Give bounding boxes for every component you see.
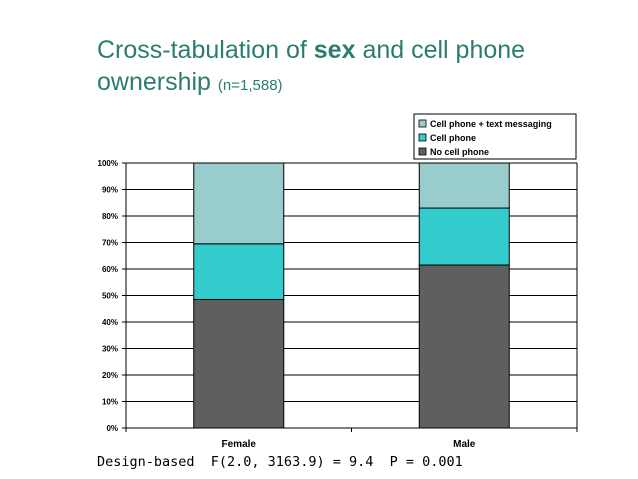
title-part1: Cross-tabulation of bbox=[97, 36, 314, 64]
y-tick-label: 80% bbox=[102, 212, 118, 221]
legend-swatch bbox=[418, 147, 427, 156]
legend-label: Cell phone bbox=[430, 133, 476, 143]
bar-segment bbox=[418, 264, 510, 429]
legend bbox=[413, 113, 577, 160]
x-tick-label: Male bbox=[453, 439, 476, 450]
y-tick-label: 40% bbox=[102, 318, 118, 327]
title-part2: and cell phone bbox=[355, 36, 526, 64]
y-tick-label: 0% bbox=[106, 424, 118, 433]
bar-segment bbox=[418, 207, 510, 266]
test-statistic-footer: Design-based F(2.0, 3163.9) = 9.4 P = 0.… bbox=[97, 454, 463, 470]
y-tick-label: 90% bbox=[102, 186, 118, 195]
y-tick-label: 50% bbox=[102, 292, 118, 301]
x-tick-label: Female bbox=[222, 439, 257, 450]
y-tick-label: 100% bbox=[98, 159, 118, 168]
bar-segment bbox=[193, 243, 285, 300]
y-tick-label: 60% bbox=[102, 265, 118, 274]
legend-label: Cell phone + text messaging bbox=[430, 119, 552, 129]
y-tick-label: 30% bbox=[102, 345, 118, 354]
title-bold: sex bbox=[313, 36, 356, 64]
legend-label: No cell phone bbox=[430, 147, 489, 157]
bar-segment bbox=[193, 162, 285, 245]
title-line2: ownership bbox=[97, 68, 218, 96]
y-tick-label: 20% bbox=[102, 371, 118, 380]
title-sample-size: (n=1,588) bbox=[217, 77, 283, 94]
legend-swatch bbox=[418, 133, 427, 142]
y-tick-label: 70% bbox=[102, 239, 118, 248]
bar-segment bbox=[418, 162, 510, 209]
y-tick-label: 10% bbox=[102, 398, 118, 407]
bar-segment bbox=[193, 298, 285, 429]
legend-swatch bbox=[418, 119, 427, 128]
slide-title: Cross-tabulation of sex and cell phone o… bbox=[97, 34, 617, 102]
